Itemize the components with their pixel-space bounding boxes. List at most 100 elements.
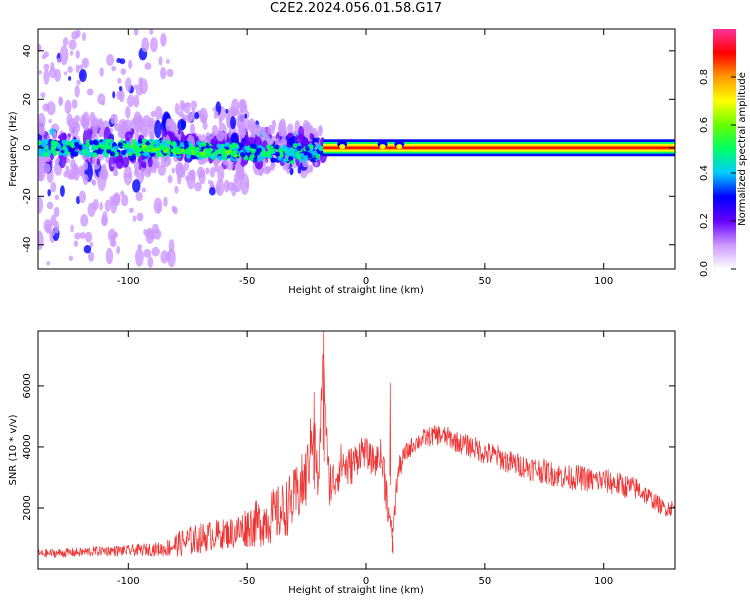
spectrogram-cell xyxy=(92,139,98,145)
spectrogram-cell xyxy=(74,232,81,240)
spectrogram-cell xyxy=(125,106,131,119)
spectrogram-marks xyxy=(38,29,675,268)
spectrogram-cell xyxy=(64,99,72,115)
spectrogram-cell xyxy=(141,138,147,144)
colorbar-label: Normalized spectral amplitude xyxy=(737,72,748,226)
spectrogram-cell xyxy=(42,144,48,150)
spectrogram-cell xyxy=(260,151,266,157)
spectrogram-cell xyxy=(73,151,79,157)
spectrogram-cell xyxy=(50,148,56,154)
carrier-blob xyxy=(379,144,386,150)
spectrogram-cell xyxy=(38,140,42,146)
snr-x-tick-label: -50 xyxy=(239,576,255,587)
spectrogram-x-label: Height of straight line (km) xyxy=(288,285,424,296)
spectrogram-y-label: Frequency (Hz) xyxy=(8,111,19,187)
snr-marks xyxy=(38,331,675,558)
spectrogram-cell xyxy=(313,131,320,139)
spectrogram-cell xyxy=(74,85,80,98)
spectrogram-cell xyxy=(110,113,116,124)
spectrogram-cell xyxy=(150,110,157,118)
spectrogram-cell xyxy=(42,163,51,174)
spectrogram-cell xyxy=(204,131,211,146)
figure-title: C2E2.2024.056.01.58.G17 xyxy=(269,1,443,16)
spectrogram-cell xyxy=(249,143,255,149)
spectrogram-cell xyxy=(189,123,196,136)
spectrogram-cell xyxy=(163,129,167,138)
spectrogram-cell xyxy=(308,144,314,150)
spectrogram-cell xyxy=(166,68,174,77)
spectrogram-cell xyxy=(141,161,147,169)
spectrogram-cell xyxy=(177,129,181,135)
spectrogram-cell xyxy=(171,167,175,174)
spectrogram-cell xyxy=(133,111,142,132)
spectrogram-y-axis: -40 -20 0 20 40 xyxy=(22,44,675,253)
spectrogram-cell xyxy=(224,142,230,148)
spectrogram-cell xyxy=(226,181,235,192)
spectrogram-cell xyxy=(218,118,223,126)
spectrogram-y-tick-label: 20 xyxy=(22,93,33,106)
spectrogram-cell xyxy=(71,30,79,40)
spectrogram-cell xyxy=(142,148,148,153)
spectrogram-cell xyxy=(51,144,57,150)
spectrogram-cell xyxy=(112,170,118,177)
spectrogram-cell xyxy=(38,230,44,251)
spectrogram-cell xyxy=(47,189,51,197)
spectrogram-cell xyxy=(43,63,50,71)
spectrogram-x-tick-label: 0 xyxy=(363,276,369,287)
carrier-blob xyxy=(396,144,403,150)
spectrogram-cell xyxy=(99,67,104,77)
spectrogram-cell xyxy=(194,181,202,192)
spectrogram-cell xyxy=(67,117,77,128)
spectrogram-cell xyxy=(137,138,143,144)
spectrogram-cell xyxy=(215,111,219,117)
colorbar-tick-label: 0.8 xyxy=(699,69,710,85)
spectrogram-cell xyxy=(132,215,137,222)
spectrogram-cell xyxy=(264,165,270,173)
spectrogram-cell xyxy=(67,147,73,153)
spectrogram-cell xyxy=(84,231,93,243)
spectrogram-cell xyxy=(274,144,280,150)
spectrogram-cell xyxy=(58,135,62,140)
spectrogram-cell xyxy=(233,143,239,149)
spectrogram-x-tick-label: -50 xyxy=(239,276,255,287)
spectrogram-cell xyxy=(91,116,99,134)
spectrogram-cell xyxy=(81,57,90,69)
spectrogram-cell xyxy=(209,167,216,178)
spectrogram-cell xyxy=(189,173,193,180)
spectrogram-cell xyxy=(217,165,225,183)
spectrogram-cell xyxy=(147,256,154,268)
spectrogram-cell xyxy=(43,69,50,85)
spectrogram-cell xyxy=(147,119,154,129)
spectrogram-cell xyxy=(38,170,43,182)
spectrogram-cell xyxy=(268,145,274,151)
spectrogram-cell xyxy=(43,51,50,58)
snr-frame xyxy=(37,330,676,570)
spectrogram-cell xyxy=(157,165,167,176)
spectrogram-cell xyxy=(97,93,106,105)
spectrogram-y-tick-label: -20 xyxy=(22,188,33,204)
spectrogram-cell xyxy=(160,66,167,80)
snr-series-line xyxy=(38,331,675,558)
spectrogram-cell xyxy=(151,147,157,152)
spectrogram-cell xyxy=(118,85,123,92)
spectrogram-cell xyxy=(67,66,73,74)
spectrogram-cell xyxy=(245,181,249,188)
spectrogram-cell xyxy=(135,248,144,267)
spectrogram-cell xyxy=(126,94,135,108)
spectrogram-cell xyxy=(183,140,189,146)
spectrogram-cell xyxy=(179,168,186,178)
spectrogram-cell xyxy=(45,156,51,163)
colorbar-scale xyxy=(713,29,736,269)
spectrogram-cell xyxy=(151,246,160,257)
spectrogram-cell xyxy=(79,232,86,239)
spectrogram-cell xyxy=(298,125,304,140)
spectrogram-cell xyxy=(117,142,123,148)
spectrogram-cell xyxy=(75,64,80,74)
spectrogram-cell xyxy=(38,43,42,53)
spectrogram-cell xyxy=(158,56,163,66)
spectrogram-cell xyxy=(185,154,191,160)
spectrogram-cell xyxy=(66,136,71,142)
spectrogram-cell xyxy=(238,142,244,148)
spectrogram-cell xyxy=(287,123,294,135)
spectrogram-cell xyxy=(216,129,225,142)
